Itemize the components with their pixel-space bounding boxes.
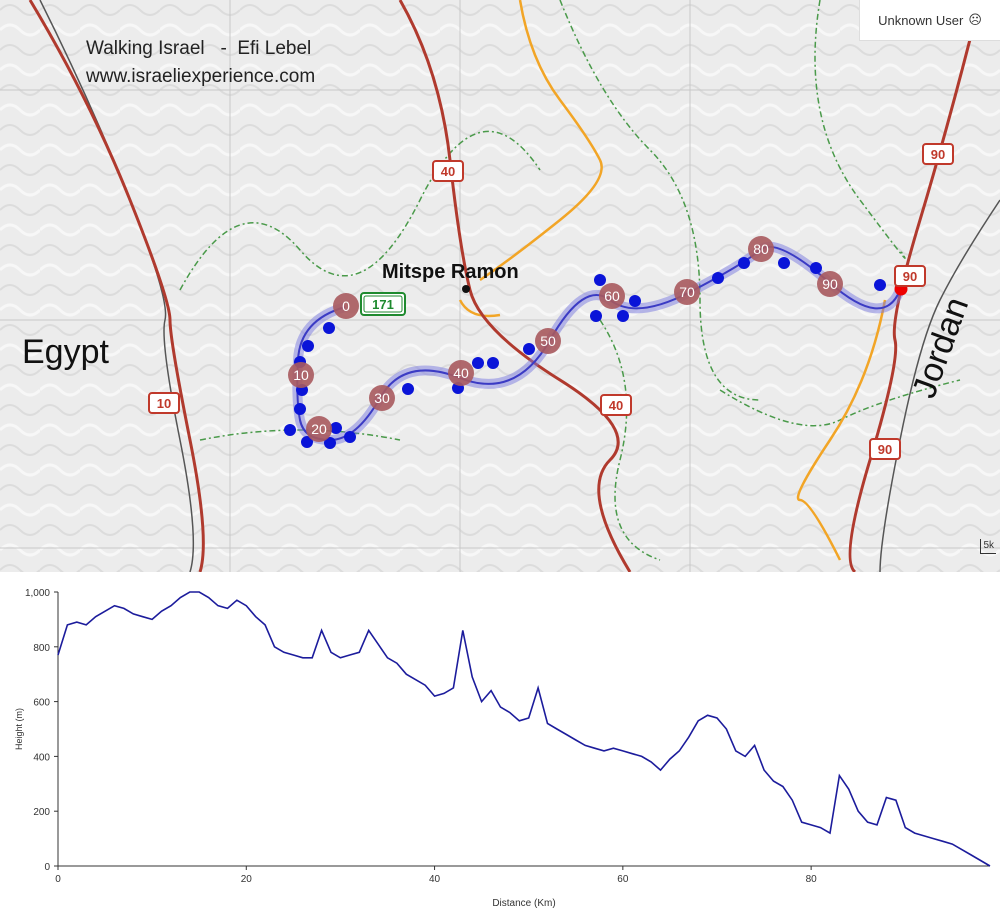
svg-text:40: 40 <box>453 365 469 381</box>
user-menu[interactable]: Unknown User ☹ <box>859 0 1000 41</box>
y-tick-label: 800 <box>33 643 50 654</box>
km-markers: 0 10 20 30 40 50 60 70 80 90 <box>288 236 843 442</box>
y-tick-label: 0 <box>44 862 50 873</box>
km-marker-50: 50 <box>535 328 561 354</box>
y-tick-label: 200 <box>33 807 50 818</box>
km-marker-40: 40 <box>448 360 474 386</box>
x-tick-label: 40 <box>429 874 441 885</box>
credit-title: Walking Israel - Efi Lebel <box>86 38 312 59</box>
town-dot <box>462 285 470 293</box>
km-marker-10: 10 <box>288 362 314 388</box>
svg-text:90: 90 <box>903 269 917 284</box>
km-marker-80: 80 <box>748 236 774 262</box>
map-scale: 5k <box>980 539 996 554</box>
credit-website: www.israeliexperience.com <box>86 66 316 87</box>
x-tick-label: 20 <box>241 874 253 885</box>
map-canvas: 0 10 20 30 40 50 60 70 80 90 <box>0 0 1000 572</box>
km-marker-0: 0 <box>333 293 359 319</box>
sad-face-icon: ☹ <box>968 12 982 27</box>
x-tick-label: 0 <box>55 874 61 885</box>
elevation-series-line <box>57 591 991 867</box>
user-label: Unknown User <box>878 12 964 28</box>
svg-text:10: 10 <box>293 367 309 383</box>
km-marker-60: 60 <box>599 283 625 309</box>
km-marker-70: 70 <box>674 279 700 305</box>
svg-text:10: 10 <box>157 396 171 411</box>
y-axis-label: Height (m) <box>14 708 24 750</box>
x-tick-label: 80 <box>806 874 818 885</box>
route-map[interactable]: 0 10 20 30 40 50 60 70 80 90 40 40 90 90 90 10 17… <box>0 0 1000 572</box>
svg-text:90: 90 <box>822 276 838 292</box>
svg-text:20: 20 <box>311 421 327 437</box>
svg-text:50: 50 <box>540 333 556 349</box>
y-tick-label: 600 <box>33 698 50 709</box>
railway <box>39 0 1000 572</box>
svg-text:40: 40 <box>441 164 455 179</box>
local-roads <box>458 0 887 561</box>
svg-text:0: 0 <box>342 298 350 314</box>
x-axis-label: Distance (Km) <box>492 898 555 909</box>
label-mitspe-ramon: Mitspe Ramon <box>382 261 519 283</box>
svg-text:60: 60 <box>604 288 620 304</box>
km-marker-30: 30 <box>369 385 395 411</box>
svg-text:90: 90 <box>878 442 892 457</box>
label-egypt: Egypt <box>22 333 109 371</box>
km-marker-90: 90 <box>817 271 843 297</box>
svg-text:80: 80 <box>753 241 769 257</box>
x-tick-label: 60 <box>617 874 629 885</box>
route-waypoints <box>284 257 886 449</box>
svg-text:70: 70 <box>679 284 695 300</box>
y-tick-label: 400 <box>33 752 50 763</box>
elevation-chart: 0 200 400 600 800 1,000 0 20 40 60 80 Distance (Km)… <box>14 588 991 909</box>
km-marker-20: 20 <box>306 416 332 442</box>
svg-text:171: 171 <box>372 297 394 312</box>
elevation-profile: 0 200 400 600 800 1,000 0 20 40 60 80 Distance (Km)… <box>0 572 1000 922</box>
y-tick-label: 1,000 <box>25 588 50 599</box>
highways <box>28 0 982 572</box>
svg-text:30: 30 <box>374 390 390 406</box>
svg-text:90: 90 <box>931 147 945 162</box>
svg-text:40: 40 <box>609 398 623 413</box>
